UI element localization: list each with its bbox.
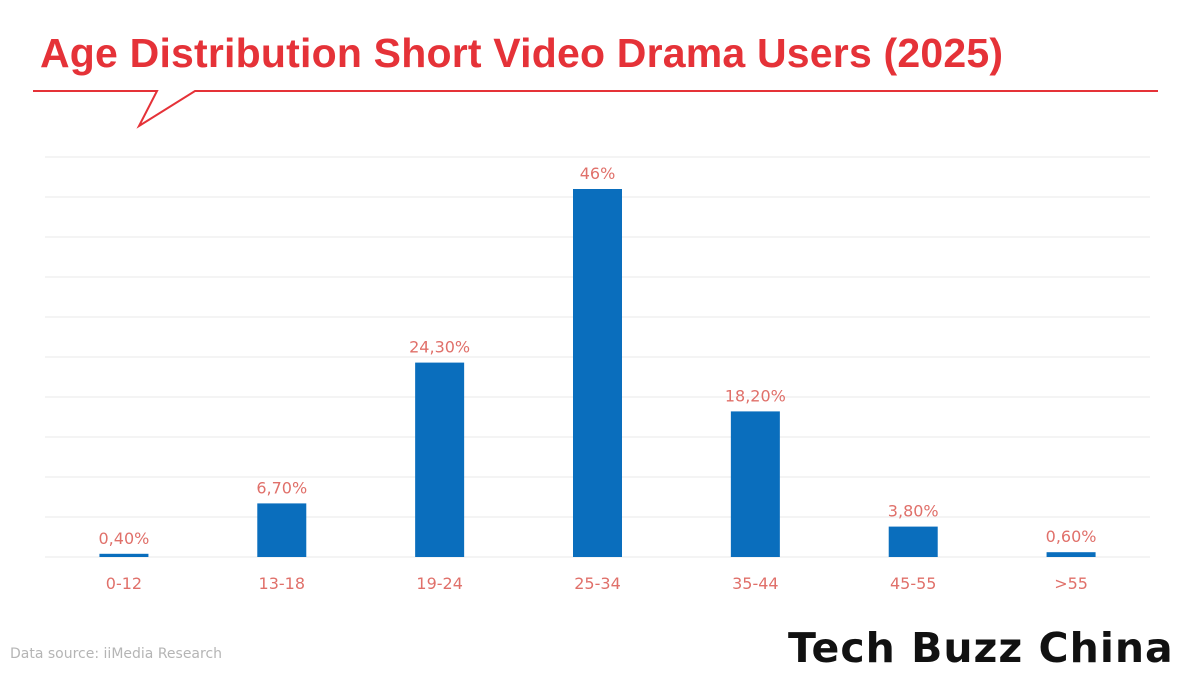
bar-25-34 <box>573 189 622 557</box>
bar-45-55 <box>888 526 938 557</box>
brand-logo: Tech Buzz China <box>788 624 1174 672</box>
bar-13-18 <box>257 503 307 557</box>
data-label-25-34: 46% <box>580 164 616 183</box>
x-tick-label-13-18: 13-18 <box>259 574 306 593</box>
data-label-19-24: 24,30% <box>409 338 470 357</box>
data-label-45-55: 3,80% <box>888 502 939 521</box>
x-tick-label-19-24: 19-24 <box>416 574 463 593</box>
data-label-0-12: 0,40% <box>99 529 150 548</box>
bar-35-44 <box>730 411 780 557</box>
data-source-note: Data source: iiMedia Research <box>10 646 223 662</box>
x-tick-label-0-12: 0-12 <box>106 574 142 593</box>
data-label-13-18: 6,70% <box>256 478 307 497</box>
title-callout-line <box>33 90 1158 129</box>
data-label-35-44: 18,20% <box>725 386 786 405</box>
bar->55 <box>1046 552 1096 557</box>
chart-title: Age Distribution Short Video Drama Users… <box>40 30 1004 76</box>
data-label->55: 0,60% <box>1046 527 1097 546</box>
bar-0-12 <box>99 553 149 557</box>
bar-19-24 <box>415 362 465 557</box>
x-tick-label->55: >55 <box>1054 574 1088 593</box>
x-tick-label-45-55: 45-55 <box>890 574 937 593</box>
x-tick-label-25-34: 25-34 <box>574 574 621 593</box>
x-tick-label-35-44: 35-44 <box>732 574 779 593</box>
